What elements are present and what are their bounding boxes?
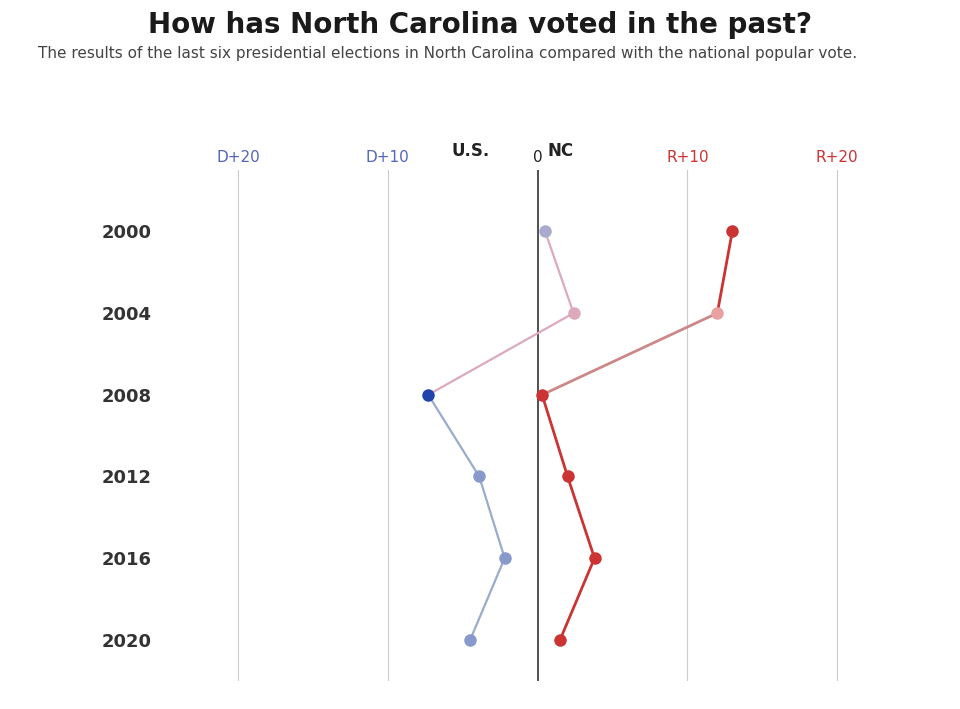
Text: U.S.: U.S. [451,142,490,160]
Text: The results of the last six presidential elections in North Carolina compared wi: The results of the last six presidential… [38,46,857,61]
Text: NC: NC [547,142,573,160]
Text: How has North Carolina voted in the past?: How has North Carolina voted in the past… [148,11,812,38]
